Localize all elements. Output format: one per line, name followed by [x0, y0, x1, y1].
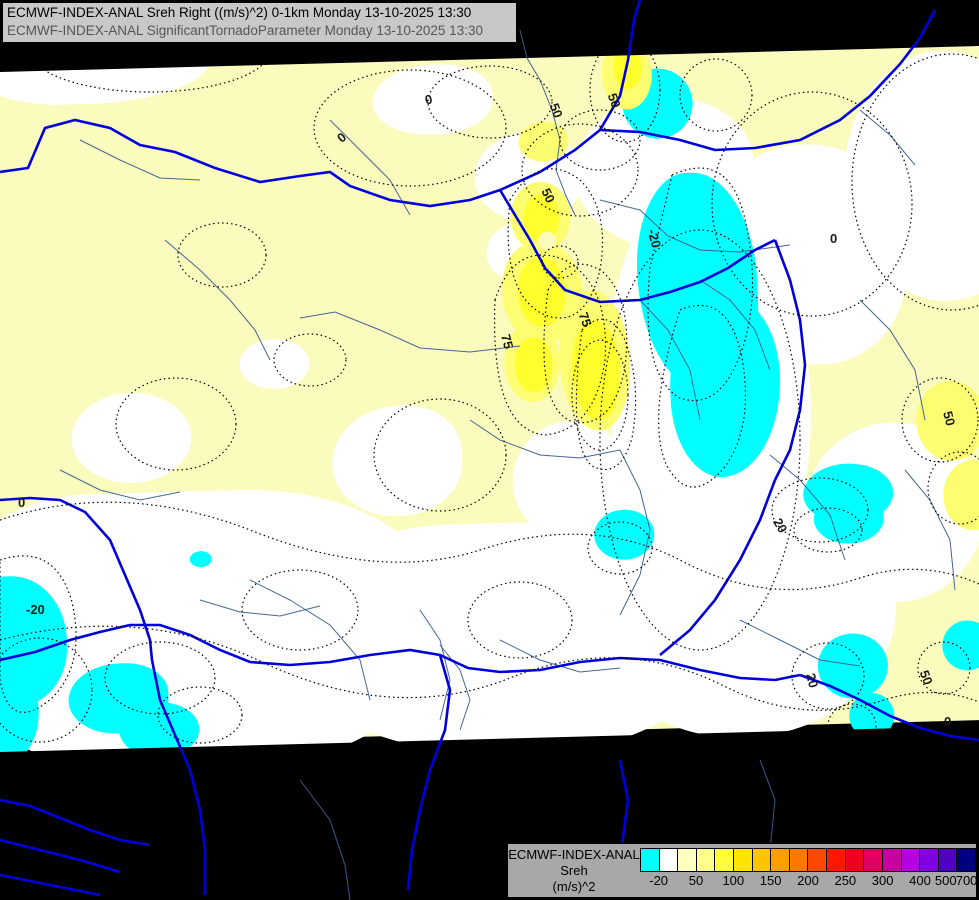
legend-caption: ECMWF-INDEX-ANAL Sreh (m/s)^2	[508, 844, 640, 895]
legend-swatch-17	[957, 849, 975, 871]
map-title-panel: ECMWF-INDEX-ANAL Sreh Right ((m/s)^2) 0-…	[2, 2, 517, 43]
legend-swatch-3	[696, 849, 716, 871]
legend-tick-300: 300	[871, 873, 894, 888]
legend-swatch-1	[659, 849, 679, 871]
contour-label-10: 0	[18, 495, 26, 510]
contour-label-15: 0	[944, 714, 952, 729]
legend-swatch-6	[752, 849, 772, 871]
legend-swatch-14	[901, 849, 921, 871]
legend-parameter-label: Sreh	[560, 863, 588, 878]
legend-model-label: ECMWF-INDEX-ANAL	[508, 847, 640, 862]
legend-tick-500: 500	[934, 873, 957, 888]
legend-tick-150: 150	[759, 873, 782, 888]
legend-swatch-2	[678, 849, 697, 871]
legend-tick-50: 50	[688, 873, 704, 888]
legend-tick-labels: -20 50 100 150 200 250 300 400 500 700	[640, 872, 978, 892]
color-scale-legend: ECMWF-INDEX-ANAL Sreh (m/s)^2 -20 50 100 15…	[507, 843, 977, 898]
contour-lines	[0, 7, 979, 749]
title-line-secondary: ECMWF-INDEX-ANAL SignificantTornadoParam…	[7, 23, 483, 38]
legend-swatch-5	[734, 849, 753, 871]
legend-tick-250: 250	[834, 873, 857, 888]
contour-label-12: -20	[26, 602, 45, 617]
legend-swatch-13	[882, 849, 902, 871]
legend-swatch-12	[864, 849, 883, 871]
legend-tick-100: 100	[722, 873, 745, 888]
legend-swatch-15	[920, 849, 939, 871]
legend-swatch-9	[808, 849, 828, 871]
legend-swatch-4	[715, 849, 735, 871]
legend-swatch-7	[771, 849, 790, 871]
legend-tick-400: 400	[909, 873, 931, 888]
title-line-primary: ECMWF-INDEX-ANAL Sreh Right ((m/s)^2) 0-…	[7, 5, 472, 20]
legend-units-label: (m/s)^2	[552, 879, 596, 894]
legend-swatches	[640, 848, 976, 872]
legend-tick-200: 200	[797, 873, 819, 888]
legend-tick-700: 700	[955, 873, 978, 888]
legend-swatch-16	[938, 849, 958, 871]
legend-swatch-8	[789, 849, 809, 871]
legend-swatch-0	[641, 849, 660, 871]
legend-swatch-11	[845, 849, 865, 871]
legend-tick--20: -20	[649, 873, 669, 888]
legend-swatch-10	[827, 849, 846, 871]
legend-scale: -20 50 100 150 200 250 300 400 500 700	[640, 844, 978, 892]
contour-label-6: 0	[830, 231, 838, 246]
